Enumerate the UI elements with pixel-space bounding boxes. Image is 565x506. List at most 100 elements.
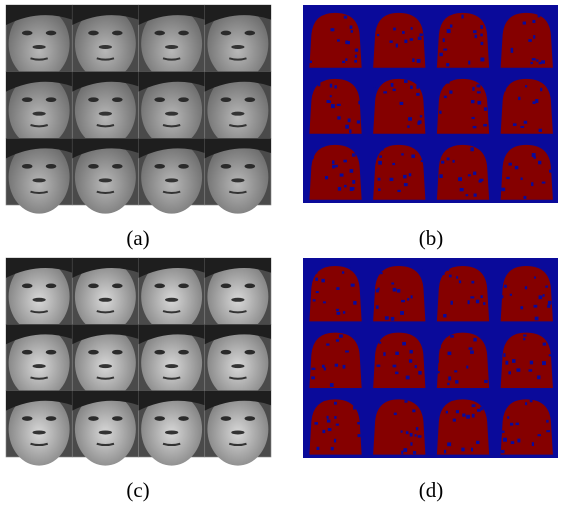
mask-noise: [376, 289, 379, 292]
mask-noise: [409, 350, 412, 354]
eye: [221, 284, 232, 289]
eye: [221, 350, 232, 355]
mask-noise: [353, 406, 355, 410]
mask-noise: [480, 58, 484, 62]
mask-noise: [358, 101, 361, 105]
mask-noise: [439, 111, 441, 114]
nostrils: [33, 178, 46, 182]
mask-noise: [473, 126, 477, 128]
mask-noise: [315, 278, 318, 281]
mask-noise: [480, 25, 483, 29]
mask-noise: [381, 148, 384, 151]
mask-noise: [503, 353, 505, 357]
mask-noise: [393, 28, 396, 31]
mask-noise: [536, 59, 538, 61]
mask-noise: [473, 30, 476, 33]
mask-noise: [472, 414, 475, 418]
nostrils: [33, 364, 46, 368]
mask-noise: [335, 364, 338, 367]
mask-noise: [417, 59, 421, 63]
mask-noise: [530, 399, 533, 402]
mask-noise: [543, 81, 547, 84]
mask-noise: [477, 84, 481, 87]
eye: [221, 97, 232, 102]
nostrils: [231, 178, 244, 182]
mask-noise: [407, 298, 409, 301]
mask-noise: [411, 295, 413, 298]
mask-noise: [507, 416, 509, 418]
mask-noise: [471, 117, 474, 119]
mask-noise: [477, 101, 481, 105]
mask-noise: [485, 274, 488, 277]
mask-noise: [395, 352, 399, 355]
mask-noise: [358, 434, 361, 437]
mask-noise: [537, 375, 540, 379]
mask-noise: [460, 188, 464, 191]
mask-noise: [336, 309, 339, 311]
eye: [245, 416, 256, 421]
mask-noise: [530, 361, 533, 365]
mask-noise: [337, 104, 341, 106]
mask-noise: [349, 129, 351, 133]
mask-noise: [511, 48, 513, 51]
mask-noise: [484, 107, 487, 111]
mask-region: [309, 13, 361, 68]
mask-noise: [443, 49, 447, 51]
eye: [154, 31, 165, 36]
panel-image: [303, 5, 558, 203]
mask-noise: [543, 343, 546, 346]
mask-noise: [477, 91, 481, 93]
mask-noise: [535, 317, 539, 321]
mask-noise: [548, 301, 551, 305]
eye: [112, 97, 123, 102]
mask-noise: [378, 161, 382, 165]
mask-noise: [548, 14, 552, 17]
nostrils: [231, 45, 244, 49]
mask-noise: [511, 441, 515, 444]
mask-noise: [390, 40, 393, 42]
mask-noise: [316, 447, 319, 450]
mask-noise: [315, 271, 317, 274]
mask-noise: [313, 299, 316, 301]
mask-noise: [525, 85, 527, 87]
mask-noise: [471, 100, 475, 103]
mask-noise: [330, 84, 332, 88]
mask-region: [309, 145, 361, 200]
mask-noise: [510, 423, 513, 426]
eye: [46, 416, 57, 421]
mask-noise: [507, 82, 509, 86]
mask-noise: [380, 272, 383, 274]
mask-noise: [345, 125, 349, 129]
mask-noise: [543, 294, 545, 297]
mask-region: [373, 266, 425, 321]
mask-noise: [311, 376, 315, 379]
mask-noise: [450, 335, 454, 338]
mask-noise: [449, 90, 452, 93]
mask-noise: [476, 441, 479, 444]
eye: [154, 97, 165, 102]
mask-noise: [501, 188, 505, 192]
mask-noise: [523, 196, 526, 199]
mask-noise: [456, 276, 458, 278]
mask-noise: [383, 91, 387, 93]
mask-noise: [470, 350, 474, 353]
mask-noise: [401, 153, 403, 155]
mask-noise: [447, 80, 450, 83]
mask-noise: [344, 185, 347, 188]
mask-noise: [541, 60, 545, 63]
mask-noise: [394, 413, 397, 415]
mask-noise: [331, 447, 334, 450]
mask-noise: [469, 347, 473, 349]
mask-noise: [448, 352, 452, 355]
mask-noise: [377, 338, 380, 342]
mask-noise: [310, 344, 312, 347]
mask-noise: [549, 170, 552, 173]
mask-noise: [416, 427, 418, 430]
mask-noise: [330, 28, 334, 31]
mask-noise: [400, 102, 404, 105]
mask-noise: [345, 350, 349, 352]
mask-region: [501, 266, 553, 321]
mask-noise: [550, 90, 553, 93]
eye: [178, 31, 189, 36]
nostrils: [99, 430, 112, 434]
